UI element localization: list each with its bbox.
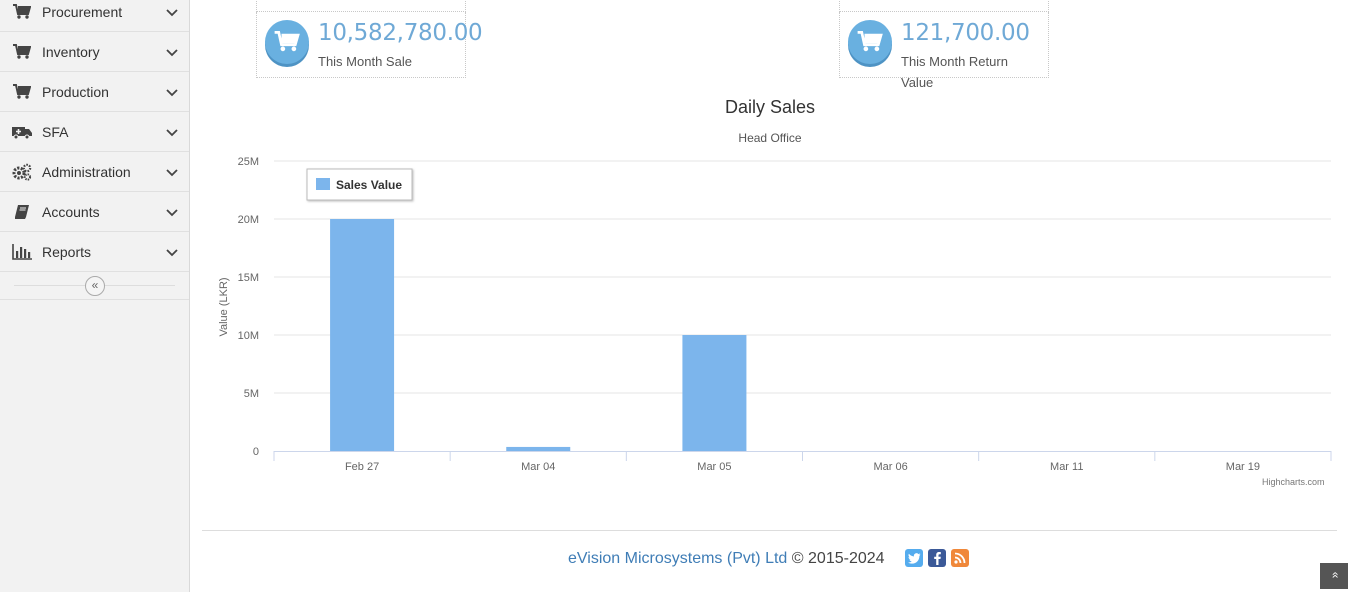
cart-icon (11, 3, 33, 21)
x-tick-label: Mar 19 (1226, 461, 1260, 470)
chevron-down-icon (166, 48, 178, 56)
chart-title: Daily Sales (724, 97, 816, 117)
y-tick-label: 5M (244, 388, 259, 400)
chart-bars (330, 219, 747, 451)
sidebar-item-label: SFA (42, 123, 69, 140)
cart-icon (265, 20, 309, 64)
bar-feb-27[interactable] (330, 219, 395, 451)
chart-legend[interactable]: Sales Value (306, 168, 413, 201)
sidebar-item-label: Administration (42, 163, 131, 180)
company-link[interactable]: eVision Microsystems (Pvt) Ltd (568, 550, 788, 567)
stat-label: This Month Return Value (901, 54, 1008, 90)
chevron-down-icon (166, 88, 178, 96)
chart-subtitle: Head Office (738, 131, 802, 145)
sidebar-item-sfa[interactable]: SFA (0, 112, 189, 152)
stat-value: 121,700.00 (901, 20, 1030, 46)
legend-swatch (316, 178, 330, 190)
chevron-down-icon (166, 8, 178, 16)
double-chevron-up-icon: » (1327, 571, 1341, 579)
sidebar-item-label: Reports (42, 243, 92, 260)
daily-sales-chart: 0 5M 10M 15M 20M 25M Feb 27 Mar 04 Mar 05 Mar 06… (218, 156, 1332, 470)
x-axis: Feb 27 Mar 04 Mar 05 Mar 06 Mar 11 Mar 19 (273, 451, 1332, 470)
divider (202, 530, 1337, 531)
x-tick-label: Mar 05 (697, 461, 731, 470)
rss-icon[interactable] (951, 549, 969, 567)
y-tick-label: 15M (238, 272, 259, 284)
x-tick-label: Mar 06 (873, 461, 907, 470)
stat-month-sale: 10,582,780.00 This Month Sale (256, 0, 483, 78)
sidebar-item-production[interactable]: Production (0, 72, 189, 112)
x-tick-label: Mar 11 (1050, 461, 1083, 470)
footer-copyright: eVision Microsystems (Pvt) Ltd © 2015-20… (568, 550, 885, 568)
chevron-down-icon (166, 128, 178, 136)
x-tick-label: Mar 04 (521, 461, 555, 470)
stat-label: This Month Sale (318, 54, 412, 69)
book-icon (11, 203, 33, 221)
sidebar-item-administration[interactable]: Administration (0, 152, 189, 192)
cart-icon (11, 43, 33, 61)
chevron-down-icon (166, 168, 178, 176)
chart-credits[interactable]: Highcharts.com (1262, 477, 1325, 487)
chart-grid (274, 160, 1331, 394)
y-tick-label: 10M (238, 330, 259, 342)
sidebar-item-inventory[interactable]: Inventory (0, 32, 189, 72)
sidebar-item-label: Procurement (42, 3, 123, 20)
sidebar-collapse-row: « (0, 272, 189, 300)
stat-value: 10,582,780.00 (318, 20, 483, 46)
gears-icon (11, 163, 33, 181)
divider (839, 0, 1049, 12)
sidebar-item-reports[interactable]: Reports (0, 232, 189, 272)
legend-label: Sales Value (336, 178, 402, 192)
bar-mar-04[interactable] (506, 446, 571, 451)
facebook-icon[interactable] (928, 549, 946, 567)
divider (256, 0, 466, 12)
sidebar-item-accounts[interactable]: Accounts (0, 192, 189, 232)
chevron-down-icon (166, 248, 178, 256)
sidebar-item-label: Accounts (42, 203, 100, 220)
scroll-to-top-button[interactable]: » (1320, 563, 1348, 589)
bar-mar-05[interactable] (682, 335, 747, 451)
y-axis-label: Value (LKR) (218, 277, 230, 336)
y-tick-label: 25M (238, 156, 259, 168)
x-tick-label: Feb 27 (345, 461, 379, 470)
chevron-down-icon (166, 208, 178, 216)
y-tick-label: 0 (253, 446, 259, 458)
cart-icon (11, 83, 33, 101)
y-tick-label: 20M (238, 214, 259, 226)
sidebar-item-procurement[interactable]: Procurement (0, 0, 189, 32)
stat-month-return: 121,700.00 This Month Return Value (839, 0, 1049, 90)
copyright-text: © 2015-2024 (791, 550, 885, 567)
bar-chart-icon (11, 243, 33, 261)
ambulance-icon (11, 123, 33, 141)
cart-icon (848, 20, 892, 64)
twitter-icon[interactable] (905, 549, 923, 567)
sidebar-item-label: Production (42, 83, 109, 100)
sidebar: Procurement Inventory Production SFA Adm… (0, 0, 190, 592)
collapse-sidebar-button[interactable]: « (85, 276, 105, 296)
y-axis-ticks: 0 5M 10M 15M 20M 25M (238, 156, 259, 458)
sidebar-item-label: Inventory (42, 43, 100, 60)
